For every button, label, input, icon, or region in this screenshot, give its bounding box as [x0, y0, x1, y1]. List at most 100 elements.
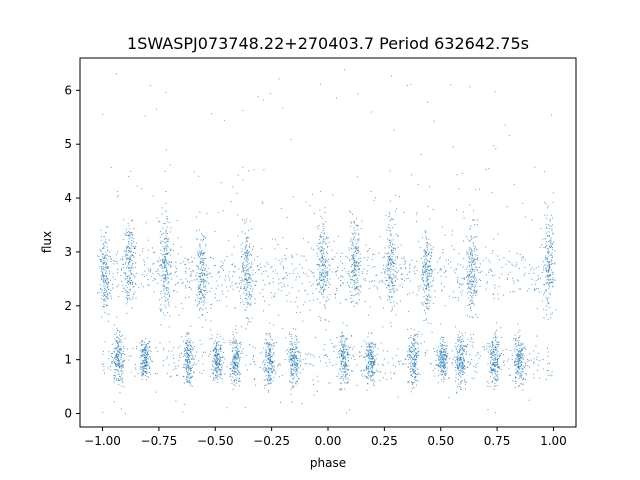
data-point [231, 376, 233, 378]
data-point [476, 248, 478, 250]
data-point [119, 330, 121, 332]
data-point [167, 272, 169, 274]
data-point [103, 260, 105, 262]
data-point [455, 347, 457, 349]
data-point [514, 360, 516, 362]
data-point [551, 271, 553, 273]
data-point [226, 305, 228, 307]
data-point [142, 363, 144, 365]
data-point [255, 280, 257, 282]
data-point [324, 306, 326, 308]
data-point [272, 380, 274, 382]
data-point [128, 235, 130, 237]
data-point [294, 368, 296, 370]
data-point [411, 362, 413, 364]
data-point [493, 360, 495, 362]
data-point [267, 372, 269, 374]
data-point [115, 363, 117, 365]
data-point [192, 271, 194, 273]
data-point [236, 382, 238, 384]
data-point [496, 341, 498, 343]
data-point [321, 249, 323, 251]
data-point [462, 362, 464, 364]
data-point [144, 360, 146, 362]
data-point [336, 337, 338, 339]
data-point [408, 337, 410, 339]
data-point [442, 359, 444, 361]
data-point [412, 364, 414, 366]
data-point [464, 388, 466, 390]
data-point [440, 361, 442, 363]
data-point [163, 248, 165, 250]
data-point [445, 365, 447, 367]
data-point [290, 359, 292, 361]
data-point [212, 360, 214, 362]
data-point [425, 318, 427, 320]
data-point [122, 367, 124, 369]
data-point [215, 287, 217, 289]
data-point [209, 353, 211, 355]
data-point [199, 285, 201, 287]
data-point [147, 353, 149, 355]
data-point [103, 275, 105, 277]
data-point [143, 348, 145, 350]
data-point [220, 347, 222, 349]
data-point [549, 254, 551, 256]
data-point [268, 374, 270, 376]
data-point [489, 370, 491, 372]
data-point [270, 378, 272, 380]
data-point [416, 359, 418, 361]
data-point [247, 252, 249, 254]
data-point [244, 279, 246, 281]
data-point [299, 372, 301, 374]
data-point [416, 336, 418, 338]
data-point [216, 348, 218, 350]
data-point [264, 338, 266, 340]
data-point [279, 263, 281, 265]
data-point [146, 364, 148, 366]
data-point [135, 283, 137, 285]
data-point [205, 245, 207, 247]
data-point [235, 347, 237, 349]
data-point [440, 338, 442, 340]
data-point [444, 348, 446, 350]
data-point [475, 258, 477, 260]
data-point [197, 268, 199, 270]
data-point [202, 261, 204, 263]
data-point [367, 367, 369, 369]
data-point [458, 360, 460, 362]
data-point [392, 296, 394, 298]
data-point [210, 257, 212, 259]
data-point [215, 356, 217, 358]
data-point [120, 355, 122, 357]
data-point [468, 303, 470, 305]
data-point [429, 260, 431, 262]
data-point [349, 275, 351, 277]
data-point [242, 271, 244, 273]
data-point [119, 365, 121, 367]
data-point [370, 380, 372, 382]
data-point [392, 273, 394, 275]
data-point [164, 277, 166, 279]
data-point [201, 274, 203, 276]
data-point [246, 279, 248, 281]
data-point [216, 353, 218, 355]
data-point [104, 300, 106, 302]
data-point [118, 356, 120, 358]
data-point [145, 352, 147, 354]
data-point [321, 279, 323, 281]
data-point [464, 277, 466, 279]
data-point [328, 359, 330, 361]
data-point [219, 347, 221, 349]
data-point [350, 211, 352, 213]
data-point [473, 274, 475, 276]
data-point [457, 340, 459, 342]
data-point [113, 358, 115, 360]
data-point [368, 368, 370, 370]
data-point [527, 365, 529, 367]
data-point [440, 350, 442, 352]
data-point [544, 255, 546, 257]
data-point [99, 249, 101, 251]
data-point [442, 347, 444, 349]
data-point [440, 367, 442, 369]
